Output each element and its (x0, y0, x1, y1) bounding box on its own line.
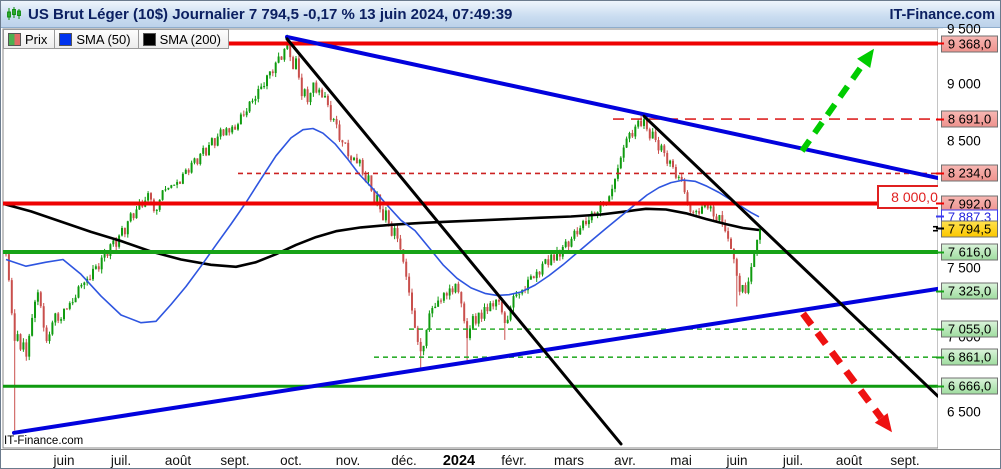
price-level-label-6861: 6 861,0 (936, 348, 998, 366)
month-label-déc: déc. (391, 453, 417, 468)
price-tick-label: 6 500 (947, 404, 981, 420)
sma50-line[interactable] (5, 127, 760, 324)
month-label-2024: 2024 (442, 453, 476, 469)
price-level-label-7616: 7 616,0 (936, 243, 998, 261)
trendline-steep-downtrend-2[interactable] (642, 114, 938, 398)
month-label-juil: juil. (110, 453, 132, 468)
month-label-août: août (835, 453, 863, 468)
price-level-stub (936, 172, 944, 175)
arrow-head-bearish-scenario (874, 413, 892, 433)
month-label-sept: sept. (220, 453, 250, 468)
month-label-oct: oct. (280, 453, 302, 468)
series-legend: Prix SMA (50) SMA (200) (3, 29, 229, 49)
month-label-août: août (164, 453, 192, 468)
price-level-label-7992: 7 992,0 (936, 195, 998, 213)
price-level-label-8691: 8 691,0 (936, 110, 998, 128)
plot-frame (2, 28, 939, 449)
legend-label-sma200: SMA (200) (159, 31, 221, 47)
title-bar: US Brut Léger (10$) Journalier 7 794,5 -… (1, 1, 1000, 28)
price-level-label-9368: 9 368,0 (936, 35, 998, 52)
price-tick-label: 8 500 (947, 133, 981, 149)
month-label-juil: juil. (782, 453, 804, 468)
brand-logo-text[interactable]: IT-Finance.com (889, 6, 995, 23)
month-label-mars: mars (554, 453, 584, 468)
legend-tab-price[interactable]: Prix (3, 29, 56, 49)
legend-label-price: Prix (25, 31, 48, 47)
sma50-color-icon (59, 32, 73, 46)
arrow-shaft-bullish-scenario[interactable] (799, 61, 867, 153)
price-tick-label: 9 000 (947, 76, 981, 92)
price-level-stub (936, 356, 944, 359)
price-level-stub (936, 215, 944, 218)
price-level-label-6666: 6 666,0 (936, 377, 998, 395)
candlestick-logo-icon (6, 6, 22, 22)
price-level-stub (936, 328, 944, 331)
month-label-mai: mai (670, 453, 692, 468)
candlestick-series (5, 34, 761, 431)
trendline-descending-resistance[interactable] (285, 34, 938, 181)
trendline-ascending-support[interactable] (12, 286, 938, 435)
price-level-stub (936, 202, 944, 205)
price-level-stub (936, 251, 944, 254)
price-tick-label: 7 500 (947, 260, 981, 276)
time-axis[interactable]: juin juil. août sept. oct. nov. déc. 2024 févr. m… (1, 449, 1000, 469)
month-label-sept: sept. (890, 453, 920, 468)
sma200-color-icon (142, 32, 156, 46)
price-level-label-7325: 7 325,0 (936, 282, 998, 300)
price-level-label-7055: 7 055,0 (936, 320, 998, 338)
price-level-stub (936, 385, 944, 388)
price-candles-icon (8, 32, 21, 46)
watermark-text: IT-Finance.com (4, 435, 84, 447)
month-label-juin: juin (726, 453, 748, 468)
legend-label-sma50: SMA (50) (76, 31, 131, 47)
price-level-stub (936, 227, 944, 230)
price-level-stub (936, 118, 944, 121)
arrow-head-bullish-scenario (857, 48, 874, 68)
price-tick-label: 9 500 (947, 21, 981, 37)
plot-area[interactable] (3, 34, 938, 446)
price-level-label-8234: 8 234,0 (936, 164, 998, 182)
month-label-févr: févr. (501, 453, 527, 468)
legend-tab-sma50[interactable]: SMA (50) (55, 29, 139, 49)
price-level-label-7794.5: 7 794,5 (936, 220, 998, 238)
month-label-avr: avr. (614, 453, 636, 468)
month-label-nov: nov. (335, 453, 361, 468)
price-level-stub (936, 290, 944, 293)
month-label-juin: juin (53, 453, 75, 468)
page-title: US Brut Léger (10$) Journalier 7 794,5 -… (28, 5, 513, 23)
arrow-shaft-bearish-scenario[interactable] (800, 311, 885, 421)
trendline-steep-downtrend-1[interactable] (285, 37, 623, 446)
legend-tab-sma200[interactable]: SMA (200) (138, 29, 229, 49)
price-level-stub (936, 42, 944, 45)
